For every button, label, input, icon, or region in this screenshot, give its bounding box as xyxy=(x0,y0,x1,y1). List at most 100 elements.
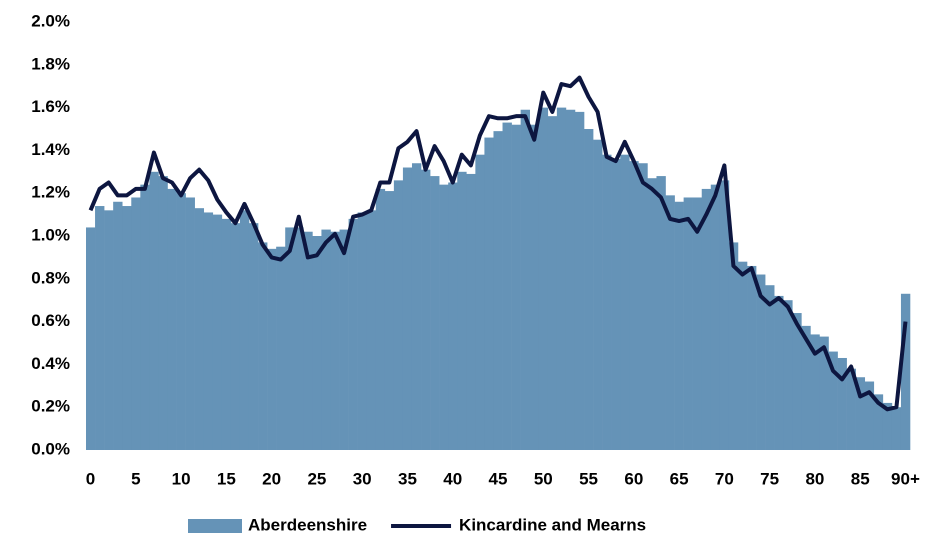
bar xyxy=(294,227,304,450)
bar xyxy=(312,236,322,450)
bar xyxy=(701,188,712,451)
bar xyxy=(656,176,666,450)
x-tick-label: 80 xyxy=(805,469,824,488)
bar xyxy=(828,351,838,450)
bar xyxy=(556,107,567,450)
bar xyxy=(728,242,739,450)
bar xyxy=(393,180,404,451)
bar xyxy=(665,195,675,450)
y-tick-label: 1.0% xyxy=(31,225,70,244)
bar xyxy=(584,129,594,450)
x-tick-label: 25 xyxy=(307,469,326,488)
bar xyxy=(737,261,748,450)
y-tick-label: 0.2% xyxy=(31,397,70,416)
bar xyxy=(402,167,413,450)
bar xyxy=(421,169,431,450)
bar xyxy=(258,242,268,450)
bar xyxy=(593,139,603,450)
y-tick-label: 0.4% xyxy=(31,354,70,373)
bar xyxy=(882,402,893,450)
bar xyxy=(747,265,757,450)
y-tick-label: 1.6% xyxy=(31,97,70,116)
x-tick-label: 60 xyxy=(624,469,643,488)
bar xyxy=(774,295,784,450)
bar xyxy=(248,223,259,450)
legend-label: Aberdeenshire xyxy=(248,515,367,534)
bar xyxy=(239,210,250,450)
bar xyxy=(104,210,114,450)
bar xyxy=(837,357,847,450)
bar xyxy=(611,158,621,450)
bar xyxy=(855,377,866,450)
bar xyxy=(565,109,576,451)
bar xyxy=(674,201,684,450)
y-tick-label: 0.6% xyxy=(31,311,70,330)
y-tick-label: 1.2% xyxy=(31,183,70,202)
bar xyxy=(493,131,503,450)
bar xyxy=(212,214,223,450)
bar xyxy=(267,248,277,450)
x-tick-label: 15 xyxy=(217,469,236,488)
bar xyxy=(801,325,811,450)
x-tick-label: 85 xyxy=(851,469,870,488)
bar xyxy=(574,111,585,450)
bar xyxy=(638,163,648,451)
x-tick-label: 20 xyxy=(262,469,281,488)
bar xyxy=(122,206,132,450)
x-tick-label: 40 xyxy=(443,469,462,488)
bar xyxy=(765,285,775,450)
x-tick-label: 75 xyxy=(760,469,779,488)
bar xyxy=(756,274,766,450)
bar xyxy=(321,229,331,450)
bar xyxy=(520,109,530,451)
bar xyxy=(602,154,612,450)
bar xyxy=(448,182,458,450)
bar xyxy=(538,107,549,450)
bar xyxy=(629,161,639,450)
y-tick-label: 1.8% xyxy=(31,54,70,73)
bar xyxy=(95,206,105,450)
bar xyxy=(303,231,313,450)
bar xyxy=(511,124,521,450)
bar xyxy=(457,171,467,451)
x-tick-label: 65 xyxy=(670,469,689,488)
bar xyxy=(158,176,168,450)
bar xyxy=(710,184,721,450)
bar xyxy=(783,300,793,450)
x-tick-label: 45 xyxy=(489,469,508,488)
bar xyxy=(131,197,141,450)
line xyxy=(88,75,908,412)
x-tick-label: 0 xyxy=(86,469,95,488)
x-tick-label: 55 xyxy=(579,469,598,488)
bar xyxy=(411,163,422,451)
bar xyxy=(230,223,241,450)
y-tick-label: 0.0% xyxy=(31,439,70,458)
x-tick-label: 50 xyxy=(534,469,553,488)
bar xyxy=(366,210,377,450)
bar xyxy=(873,394,884,450)
bar xyxy=(547,116,558,450)
bar xyxy=(384,191,395,450)
x-tick-label: 35 xyxy=(398,469,417,488)
bar xyxy=(810,334,820,450)
x-tick-label: 70 xyxy=(715,469,734,488)
bar xyxy=(683,197,693,450)
bar xyxy=(792,313,802,450)
bar xyxy=(86,227,96,450)
bar xyxy=(484,137,494,450)
bar xyxy=(348,218,358,450)
bar xyxy=(466,173,476,450)
bar xyxy=(276,246,286,450)
bar xyxy=(475,154,485,450)
bar xyxy=(439,184,449,450)
bar xyxy=(221,218,232,450)
bar xyxy=(167,188,177,451)
bar xyxy=(285,227,295,450)
y-tick-label: 2.0% xyxy=(31,11,70,30)
bar xyxy=(819,336,829,450)
bar xyxy=(846,368,856,450)
bar xyxy=(430,176,440,450)
bar xyxy=(900,293,911,450)
bar xyxy=(891,407,902,450)
